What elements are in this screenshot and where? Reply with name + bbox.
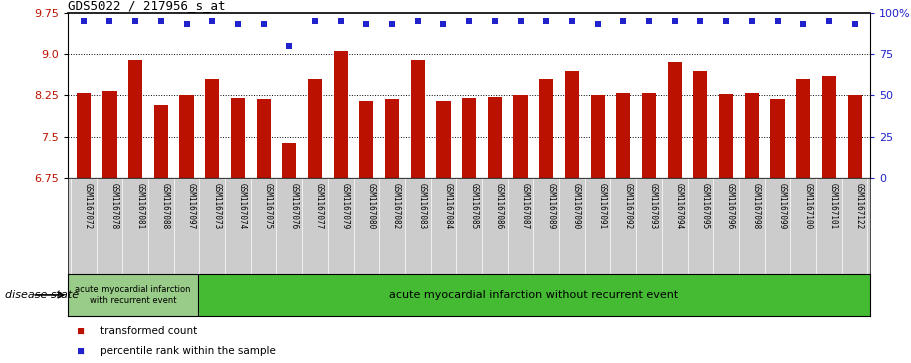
Bar (796, 79, 810, 178)
Bar (514, 95, 527, 178)
Bar (847, 95, 862, 178)
Text: ◾: ◾ (77, 346, 86, 356)
Text: GSM1167095: GSM1167095 (701, 183, 710, 229)
Bar (668, 62, 681, 178)
Text: GSM1167089: GSM1167089 (547, 183, 555, 229)
Text: acute myocardial infarction
with recurrent event: acute myocardial infarction with recurre… (76, 285, 190, 305)
Bar (102, 91, 117, 178)
Bar (257, 99, 271, 178)
Bar (77, 93, 91, 178)
Bar (385, 99, 399, 178)
Text: GSM1167101: GSM1167101 (829, 183, 838, 229)
Bar (539, 79, 553, 178)
Text: GSM1167084: GSM1167084 (444, 183, 453, 229)
Text: GSM1167094: GSM1167094 (675, 183, 684, 229)
Bar (333, 51, 348, 178)
Bar (771, 99, 784, 178)
Text: percentile rank within the sample: percentile rank within the sample (100, 346, 276, 356)
Bar (822, 76, 836, 178)
Text: GSM1167096: GSM1167096 (726, 183, 735, 229)
Text: GSM1167080: GSM1167080 (366, 183, 375, 229)
Text: GSM1167076: GSM1167076 (290, 183, 298, 229)
Text: disease state: disease state (5, 290, 78, 300)
Text: GSM1167082: GSM1167082 (392, 183, 401, 229)
Bar (590, 95, 605, 178)
Text: GSM1167083: GSM1167083 (418, 183, 426, 229)
Bar (154, 105, 168, 178)
Text: GSM1167087: GSM1167087 (520, 183, 529, 229)
Text: GSM1167085: GSM1167085 (469, 183, 478, 229)
Text: GDS5022 / 217956_s_at: GDS5022 / 217956_s_at (68, 0, 226, 12)
Bar (719, 94, 733, 178)
Text: GSM1167086: GSM1167086 (495, 183, 504, 229)
Text: ◾: ◾ (77, 326, 86, 336)
Bar (436, 101, 451, 178)
Bar (128, 60, 142, 178)
Bar (565, 70, 579, 178)
Bar (642, 93, 656, 178)
Bar (359, 101, 374, 178)
Text: GSM1167099: GSM1167099 (777, 183, 786, 229)
Bar (462, 98, 476, 178)
Text: GSM1167074: GSM1167074 (238, 183, 247, 229)
Bar (616, 93, 630, 178)
Bar (282, 143, 296, 178)
Bar (487, 97, 502, 178)
Text: GSM1167090: GSM1167090 (572, 183, 581, 229)
Bar (205, 79, 220, 178)
Text: GSM1167079: GSM1167079 (341, 183, 350, 229)
Bar (411, 60, 425, 178)
Bar (68, 274, 198, 316)
Text: GSM1167098: GSM1167098 (752, 183, 761, 229)
Text: GSM1167091: GSM1167091 (598, 183, 607, 229)
Text: GSM1167088: GSM1167088 (161, 183, 169, 229)
Text: acute myocardial infarction without recurrent event: acute myocardial infarction without recu… (389, 290, 679, 300)
Text: GSM1167081: GSM1167081 (135, 183, 144, 229)
Text: GSM1167072: GSM1167072 (84, 183, 93, 229)
Text: GSM1167092: GSM1167092 (623, 183, 632, 229)
Text: transformed count: transformed count (100, 326, 198, 336)
Text: GSM1167093: GSM1167093 (649, 183, 658, 229)
Bar (308, 79, 322, 178)
Text: GSM1167100: GSM1167100 (804, 183, 813, 229)
Bar (179, 95, 194, 178)
Bar (230, 98, 245, 178)
Bar (745, 93, 759, 178)
Bar (693, 70, 708, 178)
Text: GSM1167097: GSM1167097 (187, 183, 196, 229)
Text: GSM1167078: GSM1167078 (109, 183, 118, 229)
Text: GSM1167075: GSM1167075 (263, 183, 272, 229)
Text: GSM1167122: GSM1167122 (855, 183, 864, 229)
Text: GSM1167073: GSM1167073 (212, 183, 221, 229)
Text: GSM1167077: GSM1167077 (315, 183, 324, 229)
